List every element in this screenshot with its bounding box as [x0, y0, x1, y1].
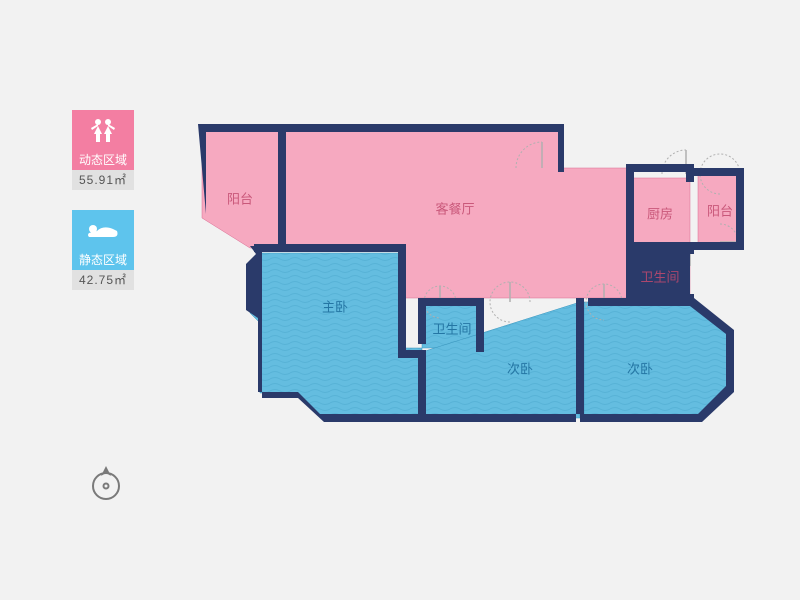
room-label-toilet-right: 卫生间	[640, 267, 679, 286]
floorplan: 阳台客餐厅厨房阳台卫生间主卧卫生间次卧次卧	[190, 118, 750, 428]
legend-dynamic-title: 动态区域	[72, 150, 134, 170]
compass-icon	[84, 460, 128, 504]
room-label-balcony-left: 阳台	[227, 189, 253, 208]
people-icon	[72, 110, 134, 150]
labels-layer: 阳台客餐厅厨房阳台卫生间主卧卫生间次卧次卧	[190, 118, 750, 428]
legend-dynamic-value: 55.91㎡	[72, 170, 134, 190]
room-label-kitchen: 厨房	[647, 204, 673, 223]
room-label-balcony-right: 阳台	[707, 201, 733, 220]
room-label-second-bed-1: 次卧	[507, 359, 533, 378]
legend-static-title: 静态区域	[72, 250, 134, 270]
room-label-living-dining: 客餐厅	[435, 199, 474, 218]
sleep-icon	[72, 210, 134, 250]
legend-static: 静态区域 42.75㎡	[72, 210, 134, 290]
room-label-toilet-left: 卫生间	[432, 319, 471, 338]
room-label-second-bed-2: 次卧	[627, 359, 653, 378]
legend-static-value: 42.75㎡	[72, 270, 134, 290]
legend-dynamic: 动态区域 55.91㎡	[72, 110, 134, 190]
room-label-master-bed: 主卧	[322, 297, 348, 316]
